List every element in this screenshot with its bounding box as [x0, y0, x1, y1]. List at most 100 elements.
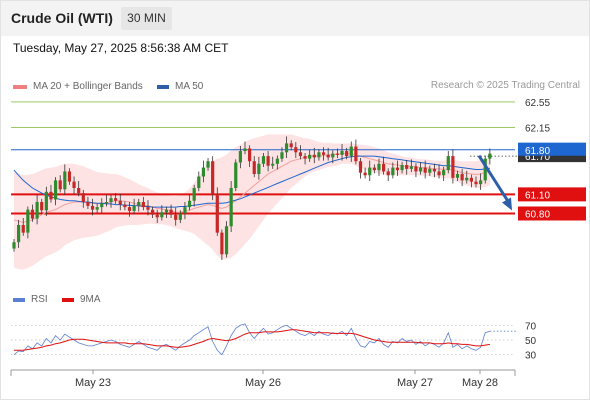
candle-body	[12, 242, 16, 249]
candle-body	[58, 180, 62, 190]
candle-body	[238, 151, 242, 163]
candle-body	[192, 188, 196, 201]
rsi-panel: 70 50 30	[11, 321, 537, 362]
moving-averages	[13, 153, 491, 223]
candle-body	[280, 152, 284, 159]
legend-rsi: RSI	[13, 294, 48, 305]
candle-body	[266, 156, 270, 166]
candle-body	[90, 205, 95, 210]
candle-body	[187, 200, 192, 208]
candle-body	[294, 147, 298, 153]
candle-body	[409, 166, 413, 169]
candle-body	[261, 156, 266, 164]
pivot-tag-overlay-text: 61.80	[525, 146, 550, 157]
candle-body	[35, 202, 39, 219]
candle-body	[109, 198, 113, 203]
candle-body	[317, 152, 321, 158]
candle-body	[423, 167, 427, 173]
forecast-arrow-head	[502, 197, 512, 211]
candle-body	[400, 165, 404, 171]
candle-body	[49, 191, 53, 200]
candle-body	[164, 209, 169, 213]
candle-body	[312, 154, 316, 158]
candle-body	[358, 161, 363, 173]
candle-body	[331, 153, 335, 158]
candle-body	[220, 232, 224, 255]
candle-body	[474, 181, 478, 185]
candle-body	[252, 161, 256, 174]
level-label-62.15: 62.15	[525, 123, 550, 134]
candle-body	[395, 167, 400, 171]
candle-body	[123, 204, 127, 208]
rsi-9ma-line	[14, 329, 490, 351]
candle-body	[345, 151, 349, 157]
ma9-swatch-icon	[62, 297, 74, 302]
candle-body	[229, 188, 233, 227]
candle-body	[151, 209, 155, 215]
candle-body	[455, 173, 460, 178]
level-tag-60.80	[518, 206, 586, 221]
candle-body	[335, 153, 339, 155]
legend-rsi-label: RSI	[31, 294, 48, 305]
x-axis: May 23 May 26 May 27 May 28	[10, 369, 516, 389]
current-price-text: 61.70	[525, 152, 550, 163]
candle-body	[197, 176, 201, 188]
candle-body	[132, 205, 136, 211]
candle-body	[349, 146, 353, 157]
candle-body	[183, 207, 187, 214]
candle-body	[321, 152, 326, 155]
research-credit: Research © 2025 Trading Central	[430, 80, 580, 91]
legend-bollinger: MA 20 + Bollinger Bands	[13, 81, 143, 92]
candle-body	[465, 177, 469, 181]
candle-body	[488, 153, 492, 159]
candle-body	[243, 148, 247, 152]
level-label-62.55: 62.55	[525, 98, 550, 109]
rsi-line	[13, 323, 491, 356]
candle-body	[368, 167, 372, 176]
x-tick-label: May 26	[245, 377, 281, 389]
candle-body	[248, 148, 252, 162]
key-levels	[11, 101, 515, 215]
candlesticks	[12, 136, 492, 261]
ma50-swatch-icon	[157, 84, 169, 89]
x-tick-label: May 27	[397, 377, 433, 389]
candle-body	[298, 152, 303, 157]
candle-body	[460, 173, 464, 181]
level-tag-text-61.10: 61.10	[525, 190, 550, 201]
candle-body	[21, 224, 25, 233]
candle-body	[206, 161, 210, 168]
candle-body	[118, 200, 122, 205]
candle-body	[234, 162, 238, 188]
candle-body	[372, 167, 376, 171]
candle-body	[17, 224, 21, 243]
candle-body	[437, 171, 441, 176]
level-tag-text-60.80: 60.80	[525, 210, 550, 221]
candle-body	[160, 212, 164, 218]
candle-body	[428, 168, 432, 173]
x-tick-label: May 28	[462, 377, 498, 389]
candle-body	[100, 203, 104, 208]
candle-body	[72, 181, 76, 188]
candle-body	[414, 166, 418, 172]
candle-body	[40, 202, 44, 211]
candle-body	[178, 213, 182, 220]
candle-body	[340, 151, 344, 155]
forecast-arrow-shaft	[477, 154, 512, 206]
candle-body	[63, 171, 67, 190]
candle-body	[303, 156, 307, 159]
rsi-tick-label: 50	[525, 336, 537, 347]
candle-body	[26, 209, 30, 233]
candle-body	[451, 156, 455, 178]
candle-body	[354, 146, 358, 162]
ma20-line	[13, 153, 491, 223]
candle-body	[418, 167, 423, 172]
candle-body	[114, 198, 118, 201]
timestamp: Tuesday, May 27, 2025 8:56:38 AM CET	[13, 41, 229, 55]
candle-body	[363, 172, 367, 176]
candle-body	[169, 209, 173, 215]
candle-body	[442, 170, 446, 176]
chart-header: Crude Oil (WTI) 30 MIN	[0, 0, 590, 36]
timeframe-badge[interactable]: 30 MIN	[121, 7, 172, 30]
